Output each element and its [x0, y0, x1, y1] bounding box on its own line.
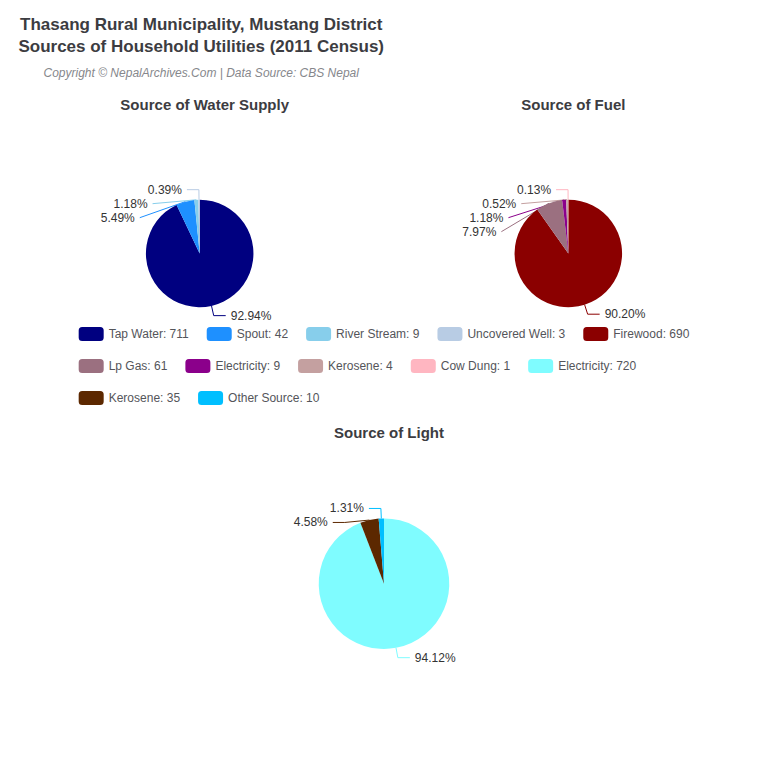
- svg-text:Spout: 42: Spout: 42: [237, 327, 289, 341]
- svg-text:Thasang Rural Municipality, Mu: Thasang Rural Municipality, Mustang Dist…: [20, 15, 383, 34]
- svg-text:0.39%: 0.39%: [148, 183, 182, 197]
- svg-text:94.12%: 94.12%: [415, 651, 456, 665]
- svg-text:90.20%: 90.20%: [605, 307, 646, 321]
- svg-text:Lp Gas: 61: Lp Gas: 61: [109, 359, 168, 373]
- svg-text:Copyright © NepalArchives.Com: Copyright © NepalArchives.Com | Data Sou…: [43, 66, 359, 80]
- svg-text:Sources of Household Utilities: Sources of Household Utilities (2011 Cen…: [18, 37, 384, 56]
- svg-text:Other Source: 10: Other Source: 10: [228, 391, 320, 405]
- svg-text:1.31%: 1.31%: [330, 501, 364, 515]
- svg-text:Kerosene: 35: Kerosene: 35: [109, 391, 181, 405]
- svg-text:Source of Light: Source of Light: [334, 424, 444, 441]
- svg-text:7.97%: 7.97%: [462, 225, 496, 239]
- svg-text:1.18%: 1.18%: [469, 211, 503, 225]
- svg-text:0.52%: 0.52%: [482, 197, 516, 211]
- svg-text:Tap Water: 711: Tap Water: 711: [109, 327, 189, 341]
- svg-text:4.58%: 4.58%: [294, 515, 328, 529]
- svg-text:92.94%: 92.94%: [231, 309, 272, 323]
- svg-text:5.49%: 5.49%: [101, 211, 135, 225]
- svg-text:River Stream: 9: River Stream: 9: [336, 327, 420, 341]
- svg-text:Electricity: 720: Electricity: 720: [558, 359, 636, 373]
- svg-text:Electricity: 9: Electricity: 9: [215, 359, 280, 373]
- svg-text:Kerosene: 4: Kerosene: 4: [328, 359, 393, 373]
- svg-text:Uncovered Well: 3: Uncovered Well: 3: [467, 327, 565, 341]
- svg-text:1.18%: 1.18%: [114, 197, 148, 211]
- svg-text:Cow Dung: 1: Cow Dung: 1: [441, 359, 511, 373]
- svg-text:Firewood: 690: Firewood: 690: [613, 327, 689, 341]
- svg-text:Source of Fuel: Source of Fuel: [521, 96, 625, 113]
- svg-text:Source of Water Supply: Source of Water Supply: [120, 96, 289, 113]
- svg-text:0.13%: 0.13%: [517, 183, 551, 197]
